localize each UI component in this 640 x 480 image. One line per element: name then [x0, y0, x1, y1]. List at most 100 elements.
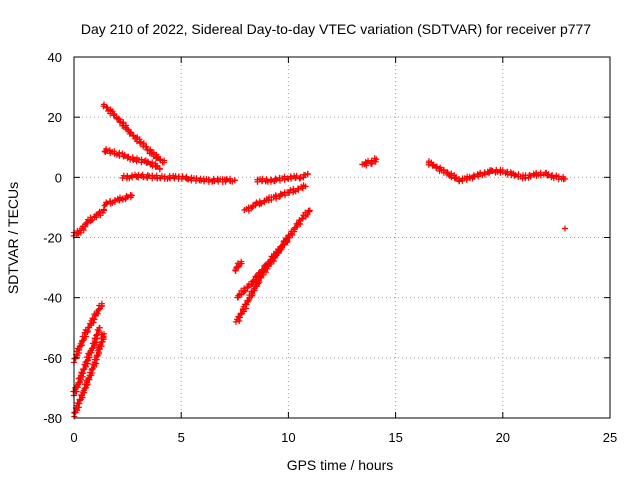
x-tick-label: 10 — [281, 430, 295, 445]
data-point — [147, 146, 154, 153]
data-point — [93, 309, 100, 316]
data-point — [306, 207, 313, 214]
data-point — [111, 110, 118, 117]
data-point — [156, 165, 163, 172]
data-point — [249, 278, 256, 285]
data-segment — [241, 182, 309, 214]
x-tick-label: 0 — [70, 430, 77, 445]
data-point — [157, 156, 164, 163]
y-tick-label: 0 — [55, 170, 62, 185]
y-tick-label: 20 — [48, 110, 62, 125]
data-point — [265, 260, 272, 267]
data-point — [295, 186, 302, 193]
data-point — [96, 324, 103, 331]
data-point — [143, 144, 150, 151]
data-point — [77, 340, 84, 347]
data-point — [243, 301, 250, 308]
data-segment — [119, 171, 238, 185]
data-point — [561, 175, 568, 182]
data-point — [84, 220, 91, 227]
data-point — [481, 171, 488, 178]
data-point — [153, 172, 160, 179]
data-point — [93, 339, 100, 346]
data-point — [91, 316, 98, 323]
data-point — [285, 234, 292, 241]
data-point — [499, 167, 506, 174]
data-point — [252, 202, 259, 209]
x-tick-label: 15 — [388, 430, 402, 445]
data-segment — [100, 101, 168, 166]
x-axis: 0 5 10 15 20 25 — [70, 57, 617, 445]
data-point — [111, 198, 118, 205]
data-point — [237, 310, 244, 317]
data-point — [545, 171, 552, 178]
data-point — [104, 104, 111, 111]
data-point — [79, 389, 86, 396]
data-segment — [101, 145, 163, 173]
y-axis-label: SDTVAR / TECUs — [5, 182, 21, 294]
chart-title: Day 210 of 2022, Sidereal Day-to-day VTE… — [81, 21, 591, 37]
data-segment — [425, 158, 568, 185]
data-point — [158, 172, 165, 179]
x-tick-label: 25 — [603, 430, 617, 445]
data-layer — [70, 101, 568, 420]
data-point — [485, 170, 492, 177]
data-point — [103, 104, 110, 111]
data-point — [288, 175, 295, 182]
y-tick-label: -40 — [43, 291, 62, 306]
data-point — [101, 330, 108, 337]
data-point — [274, 249, 281, 256]
data-point — [302, 183, 309, 190]
data-point — [96, 208, 103, 215]
data-point — [430, 161, 437, 168]
data-point — [144, 158, 151, 165]
data-segment — [232, 258, 245, 274]
data-point — [128, 192, 135, 199]
data-point — [178, 176, 185, 183]
data-point — [289, 232, 296, 239]
data-segment — [71, 330, 108, 420]
y-axis: -80 -60 -40 -20 0 20 40 — [43, 50, 610, 426]
data-point — [121, 151, 128, 158]
data-point — [100, 101, 107, 108]
data-point — [293, 172, 300, 179]
data-point — [87, 349, 94, 356]
data-point — [248, 281, 255, 288]
data-point — [250, 287, 257, 294]
data-point — [102, 201, 109, 208]
data-segment — [70, 206, 108, 239]
data-point — [232, 267, 239, 274]
data-point — [272, 192, 279, 199]
data-segment — [234, 234, 292, 301]
data-point — [263, 269, 270, 276]
data-point — [130, 132, 137, 139]
data-segment — [232, 207, 313, 325]
x-tick-label: 20 — [496, 430, 510, 445]
y-tick-label: 40 — [48, 50, 62, 65]
data-point — [237, 314, 244, 321]
y-tick-label: -80 — [43, 411, 62, 426]
data-point — [261, 199, 268, 206]
grid-lines — [74, 57, 610, 418]
data-point — [161, 159, 168, 166]
data-segment — [359, 155, 380, 169]
data-point — [238, 258, 245, 265]
data-point — [304, 171, 311, 178]
data-point — [249, 204, 256, 211]
data-point — [87, 320, 94, 327]
data-point — [98, 300, 105, 307]
data-segment — [101, 191, 135, 209]
data-point — [116, 197, 123, 204]
data-point — [127, 129, 134, 136]
data-point — [234, 294, 241, 301]
data-point — [73, 383, 80, 390]
data-point — [222, 178, 229, 185]
x-axis-label: GPS time / hours — [287, 457, 394, 473]
data-point — [185, 176, 192, 183]
data-point — [294, 223, 301, 230]
data-point — [77, 229, 84, 236]
data-point — [253, 276, 260, 283]
data-point — [527, 173, 534, 180]
y-tick-label: -20 — [43, 231, 62, 246]
